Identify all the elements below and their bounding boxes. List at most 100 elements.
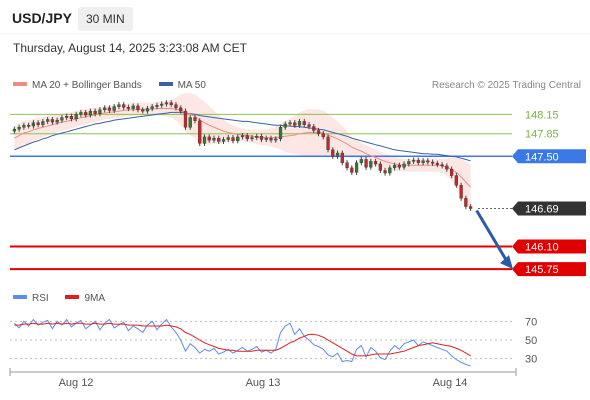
candle	[435, 160, 439, 168]
candle-body	[459, 185, 463, 199]
candle-body	[383, 170, 387, 174]
level-label-support: 146.10	[525, 242, 559, 254]
candle-body	[46, 119, 50, 122]
candle	[440, 162, 444, 169]
candle	[459, 182, 463, 201]
timeframe-badge[interactable]: 30 MIN	[78, 7, 133, 31]
candle-body	[449, 168, 454, 176]
candle	[255, 133, 259, 141]
projection-arrowhead	[500, 255, 513, 270]
candle-body	[131, 105, 135, 109]
candle-body	[231, 137, 235, 141]
candle-body	[326, 136, 330, 151]
candle-body	[217, 138, 221, 142]
candle	[145, 105, 150, 114]
candle-body	[388, 167, 392, 174]
level-tag-pivot	[512, 149, 586, 164]
legend-item-ma20: MA 20 + Bollinger Bands	[13, 80, 142, 91]
candle-body	[69, 116, 74, 120]
candle-body	[335, 152, 340, 157]
candle-body	[122, 104, 126, 108]
candle-body	[188, 117, 192, 128]
candle	[141, 107, 145, 114]
legend-label-ma50: MA 50	[177, 80, 206, 91]
candle-body	[183, 110, 188, 128]
candle	[468, 203, 473, 212]
candle	[269, 135, 273, 143]
candle	[17, 124, 21, 132]
candle-body	[12, 128, 17, 132]
candle	[340, 150, 344, 166]
candle	[117, 102, 121, 110]
legend-swatch-9ma	[65, 295, 80, 300]
candle-body	[302, 121, 306, 125]
candle-body	[164, 102, 169, 105]
candle-body	[202, 136, 207, 144]
candle	[198, 118, 202, 146]
candle	[307, 122, 311, 130]
candle	[407, 158, 411, 167]
candle	[46, 116, 50, 125]
candle-body	[226, 137, 230, 140]
candle	[126, 104, 131, 112]
legend-item-rsi: RSI	[13, 293, 49, 304]
candle	[397, 162, 401, 170]
candle	[426, 158, 430, 165]
candle-body	[312, 126, 316, 131]
candle	[88, 108, 93, 118]
price-legend: MA 20 + Bollinger Bands MA 50	[13, 80, 220, 91]
candle	[193, 114, 197, 124]
rsi-line	[14, 318, 471, 367]
candle-body	[321, 133, 325, 138]
candle-body	[31, 122, 36, 127]
candle	[288, 120, 292, 127]
candle	[50, 116, 55, 125]
candle-body	[369, 161, 373, 168]
candle	[302, 118, 306, 128]
candle	[464, 195, 468, 210]
candle-body	[274, 138, 278, 141]
candle	[278, 124, 283, 142]
candle-body	[264, 138, 268, 140]
candle	[454, 173, 458, 188]
candle	[402, 161, 406, 170]
candle	[226, 134, 230, 143]
candle-body	[259, 136, 264, 140]
candle	[321, 131, 325, 140]
level-label-current: 146.69	[525, 203, 559, 215]
candle	[378, 161, 382, 174]
candle	[36, 120, 40, 128]
candle-body	[160, 103, 164, 106]
candle	[312, 124, 316, 134]
candle-body	[411, 159, 416, 162]
candle-body	[65, 116, 69, 118]
candle-body	[426, 160, 430, 163]
candle	[345, 160, 349, 171]
level-tag-support	[512, 239, 586, 254]
candle-body	[440, 164, 444, 167]
candle-body	[212, 138, 216, 141]
candle-body	[22, 125, 26, 128]
candle	[27, 122, 31, 129]
candle	[430, 159, 435, 166]
candle	[388, 165, 392, 176]
candle	[169, 100, 173, 108]
chart-header: USD/JPY 30 MIN	[0, 6, 590, 34]
candle	[79, 109, 83, 117]
candle-body	[307, 124, 311, 127]
rsi-tick-label: 50	[525, 335, 537, 347]
legend-swatch-ma50	[158, 82, 173, 87]
candle-body	[193, 117, 197, 121]
legend-label-rsi: RSI	[32, 293, 49, 304]
candle	[364, 156, 368, 170]
rsi-tick-label: 30	[525, 354, 537, 366]
candle-body	[41, 121, 45, 125]
candle	[217, 135, 221, 145]
candle	[250, 134, 254, 142]
candle	[326, 134, 330, 153]
candle	[316, 127, 321, 137]
candle-body	[464, 197, 468, 207]
level-label-pivot: 147.50	[525, 151, 559, 163]
candle	[383, 167, 387, 176]
